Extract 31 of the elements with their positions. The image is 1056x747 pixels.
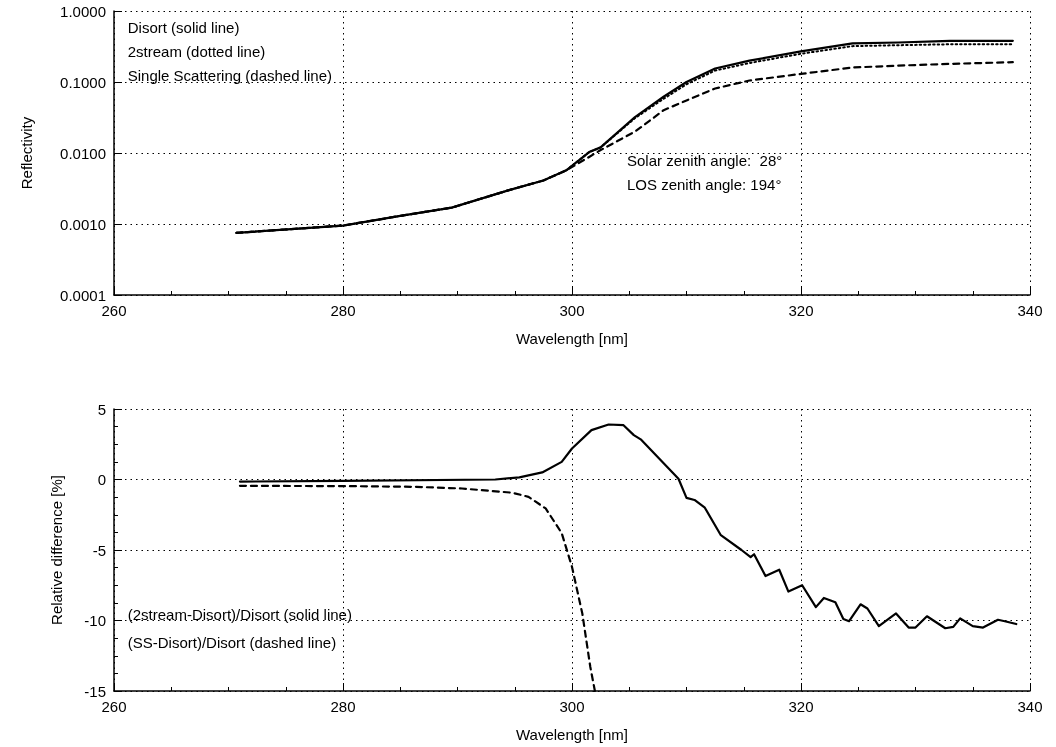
x-axis-title: Wavelength [nm] bbox=[516, 726, 628, 743]
y-tick-label: -5 bbox=[92, 541, 106, 559]
y-tick-label: 0 bbox=[97, 471, 106, 488]
annotation: Solar zenith angle: 28° bbox=[626, 152, 783, 169]
annotation: (SS-Disort)/Disort (dashed line) bbox=[127, 634, 337, 652]
y-tick-label: 0.1000 bbox=[60, 73, 106, 91]
y-tick-label: -10 bbox=[84, 612, 106, 629]
x-tick-label: 260 bbox=[101, 302, 127, 319]
y-tick-label: -15 bbox=[84, 682, 106, 700]
x-tick-label: 280 bbox=[330, 698, 356, 715]
x-axis-title: Wavelength [nm] bbox=[516, 330, 628, 347]
annotation: LOS zenith angle: 194° bbox=[626, 176, 782, 194]
x-tick-label: 260 bbox=[101, 698, 127, 715]
y-tick-label: 0.0010 bbox=[60, 215, 106, 233]
annotation: Single Scattering (dashed line) bbox=[127, 66, 333, 84]
y-tick-label: 0.0001 bbox=[60, 286, 106, 304]
x-tick-label: 340 bbox=[1017, 698, 1043, 715]
y-axis-title: Relative difference [%] bbox=[48, 475, 65, 625]
x-tick-label: 300 bbox=[559, 698, 585, 715]
x-tick-label: 320 bbox=[788, 698, 814, 715]
annotation: Disort (solid line) bbox=[127, 18, 240, 36]
annotation: (2stream-Disort)/Disort (solid line) bbox=[127, 606, 352, 624]
x-tick-label: 320 bbox=[788, 302, 814, 319]
y-axis-title: Reflectivity bbox=[18, 116, 35, 190]
x-tick-label: 340 bbox=[1017, 302, 1043, 319]
x-tick-label: 300 bbox=[559, 302, 585, 319]
y-tick-label: 0.0100 bbox=[60, 144, 106, 162]
y-tick-label: 5 bbox=[97, 400, 106, 418]
x-tick-label: 280 bbox=[330, 302, 356, 319]
annotation: 2stream (dotted line) bbox=[127, 42, 266, 60]
y-tick-label: 1.0000 bbox=[60, 2, 106, 20]
